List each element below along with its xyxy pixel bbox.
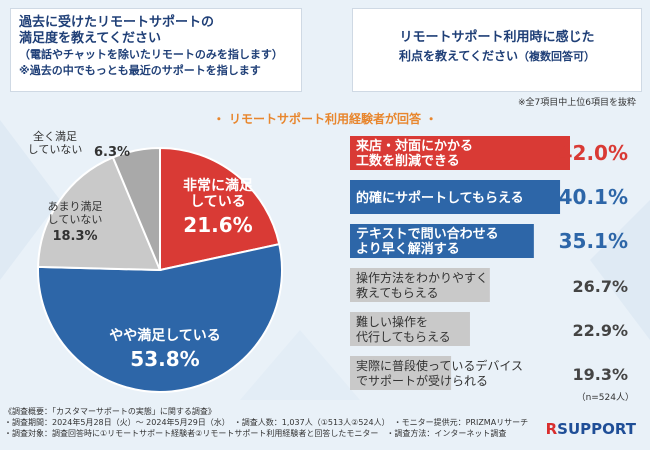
pie-label-2: やや満足している 53.8% bbox=[109, 327, 221, 371]
pie-value-label: 53.8% bbox=[130, 347, 199, 371]
pie-slice-3 bbox=[37, 156, 162, 272]
top-note: ※全7項目中上位6項目を抜粋 bbox=[518, 98, 636, 108]
bar-value-label: 22.9% bbox=[572, 321, 628, 340]
pie-label-text: 全く満足 bbox=[33, 129, 77, 143]
bar-value-label: 35.1% bbox=[559, 229, 628, 253]
left-question-line2: 満足度を教えてください bbox=[19, 31, 161, 46]
pie-slice-2 bbox=[37, 242, 283, 393]
bar-category-label: 操作方法をわかりやすく bbox=[356, 270, 488, 285]
right-question-suffix: （複数回答可） bbox=[518, 50, 596, 63]
pie-slice-1 bbox=[159, 146, 281, 272]
logo-mark: R bbox=[545, 420, 558, 438]
rsupport-logo: RSUPPORT bbox=[546, 420, 636, 438]
survey-footer: 《調査概要：「カスタマーサポートの実態」に関する調査》 ・調査期間：2024年5… bbox=[4, 406, 529, 439]
pie-value-label: 6.3% bbox=[94, 145, 130, 160]
logo-text: SUPPORT bbox=[557, 420, 636, 438]
bar-value-label: 19.3% bbox=[572, 365, 628, 384]
left-question-box: 過去に受けたリモートサポートの 満足度を教えてください （電話やチャットを除いた… bbox=[10, 8, 302, 92]
respondent-banner: ・ リモートサポート利用経験者が回答 ・ bbox=[212, 112, 438, 126]
bar-category-label: テキストで問い合わせる bbox=[356, 226, 499, 242]
right-question-line1: リモートサポート利用時に感じた bbox=[399, 30, 595, 45]
right-question-box: リモートサポート利用時に感じた 利点を教えてください（複数回答可） bbox=[352, 8, 642, 92]
bar-category-label: 工数を削減できる bbox=[356, 153, 460, 169]
pie-label-text: していない bbox=[48, 213, 103, 226]
bar-category-label: でサポートが受けられる bbox=[356, 373, 488, 388]
pie-value-label: 21.6% bbox=[183, 213, 252, 237]
right-question-line2: 利点を教えてください（複数回答可） bbox=[361, 47, 633, 66]
footer-line1: 《調査概要：「カスタマーサポートの実態」に関する調査》 bbox=[4, 407, 216, 416]
bar-category-label: 的確にサポートしてもらえる bbox=[356, 190, 524, 206]
left-question-line3: （電話やチャットを除いたリモートのみを指します） bbox=[19, 48, 283, 61]
pie-label-text: している bbox=[190, 194, 246, 210]
left-question-line4: ※過去の中でもっとも最近のサポートを指します bbox=[19, 64, 261, 77]
bar-value-label: 40.1% bbox=[559, 185, 628, 209]
footer-line2: ・調査期間：2024年5月28日（火）〜 2024年5月29日（水） ・調査人数… bbox=[4, 418, 529, 427]
bar-1 bbox=[350, 136, 570, 170]
bar-3 bbox=[350, 224, 534, 258]
bar-value-label: 26.7% bbox=[572, 277, 628, 296]
pie-value-label: 18.3% bbox=[52, 229, 97, 244]
bar-4 bbox=[350, 268, 490, 302]
bar-5 bbox=[350, 312, 470, 346]
bar-2 bbox=[350, 180, 561, 214]
pie-label-text: あまり満足 bbox=[48, 200, 103, 213]
bar-category-label: 難しい操作を bbox=[356, 314, 428, 329]
bar-category-label: より早く解消する bbox=[356, 241, 460, 257]
pie-label-text: 非常に満足 bbox=[183, 177, 254, 194]
right-question-line2-text: 利点を教えてください bbox=[398, 49, 519, 63]
bar-category-label: 代行してもらえる bbox=[356, 330, 451, 344]
bar-category-label: 実際に普段使っているデバイス bbox=[356, 358, 523, 373]
bar-value-label: 42.0% bbox=[559, 141, 628, 165]
bar-category-label: 教えてもらえる bbox=[356, 285, 438, 300]
pie-slice-4 bbox=[111, 146, 161, 271]
bar-category-label: 来店・対面にかかる bbox=[355, 138, 473, 154]
pie-label-text: やや満足している bbox=[109, 327, 221, 344]
pie-label-text: していない bbox=[28, 143, 83, 156]
bar-6 bbox=[350, 356, 452, 390]
sample-size-note: （n=524人） bbox=[576, 393, 634, 403]
left-question-line1: 過去に受けたリモートサポートの bbox=[19, 15, 215, 30]
footer-line3: ・調査対象：調査回答時に①リモートサポート経験者②リモートサポート利用経験者と回… bbox=[4, 429, 507, 438]
